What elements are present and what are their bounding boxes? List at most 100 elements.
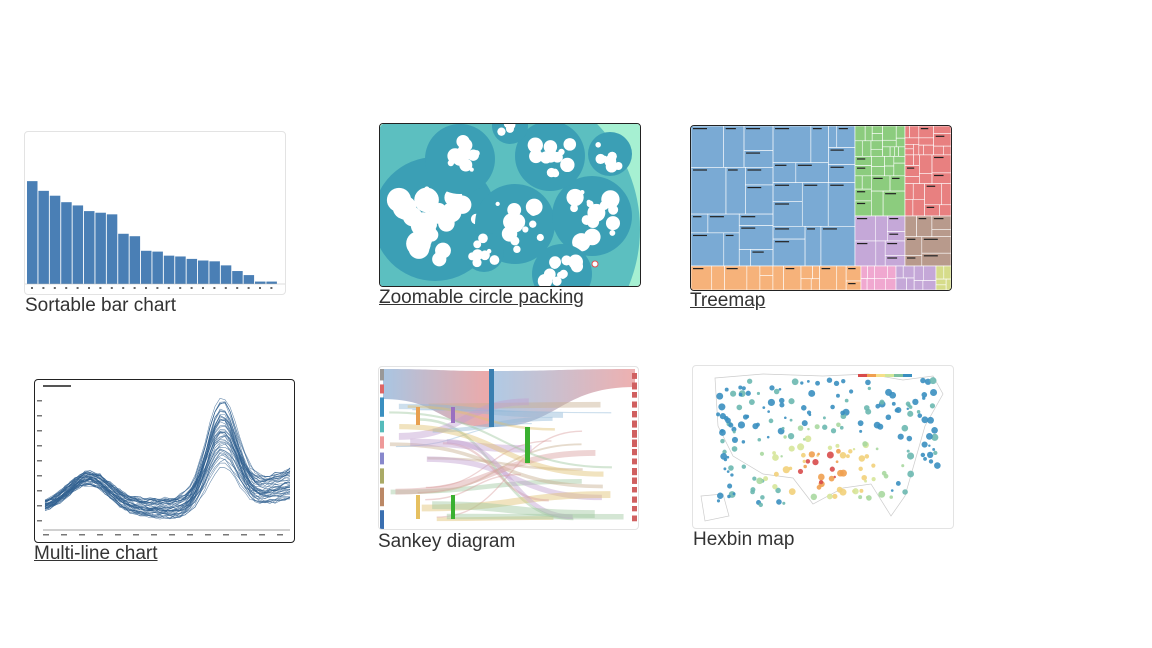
leaf-circle [432,252,447,267]
treemap-cell [875,240,886,267]
treemap-thumbnail[interactable] [690,125,952,291]
flow [383,369,489,427]
node [632,382,637,390]
treemap-cell [933,145,944,156]
leaf-circle [605,216,621,231]
gallery-item-link[interactable]: Zoomable circle packing [379,287,584,308]
cell-label [775,164,787,166]
treemap-cell [923,144,934,156]
hexbin [839,469,847,477]
sankey-diagram-thumbnail[interactable] [378,366,639,530]
leaf-circle [421,211,435,225]
hexbin [921,391,928,398]
zoomable-circle-packing-thumbnail[interactable] [379,123,641,287]
node [380,452,384,465]
hexbin [917,413,923,418]
treemap-cell [893,156,906,164]
flow [398,398,529,440]
node [451,407,455,423]
hexbin [772,483,778,490]
gallery-item-link[interactable]: Treemap [690,290,766,311]
treemap-cell [871,156,885,167]
cell-label [857,158,866,160]
hexbin [858,455,866,462]
treemap-cell [943,145,951,156]
leaf-circle [467,149,479,161]
hexbin [926,432,933,440]
hexbin [901,424,909,432]
hexbin [784,416,787,420]
treemap-cell [904,176,920,184]
cell-label [830,149,844,151]
node [632,515,637,522]
hexbin [741,386,746,391]
leaf-circle [414,187,439,213]
hexbin [835,443,840,448]
hexbin-map-thumbnail[interactable] [692,365,954,529]
hexbin [746,378,753,384]
hexbin [829,466,835,472]
cell-label [693,268,704,270]
treemap-cell [919,173,933,184]
multi-line-chart-thumbnail[interactable] [34,379,295,543]
hexbin [810,493,818,501]
bar [38,190,49,284]
treemap-cell [935,284,947,290]
treemap-cell [691,265,713,290]
hexbin [727,494,731,499]
hexbin [907,410,914,417]
hexbin [804,435,812,443]
hexbin [927,416,934,424]
hexbin [901,464,905,468]
node [632,411,637,418]
hexbin [737,421,746,429]
hexbin [748,399,755,406]
hexbin [788,398,795,405]
x-tick [31,287,33,289]
y-tick-label [37,445,42,447]
gallery-item-link[interactable]: Multi-line chart [34,543,158,564]
cell-label [885,193,897,195]
treemap-cell [904,165,920,177]
flow [389,411,612,469]
hexbin [723,457,728,462]
treemap-cell [854,175,863,190]
hexbin [836,422,841,428]
hexbin [867,386,872,391]
cell-label [747,186,762,189]
treemap-cell [746,265,761,290]
cell-label [933,218,944,220]
sortable-bar-chart-thumbnail[interactable] [24,131,286,295]
treemap-cell [919,154,933,174]
hexbin [841,378,846,384]
cell-label [907,167,915,169]
hexbin [762,406,766,409]
legend-swatch [876,374,885,377]
hexbin [928,459,934,464]
leaf-circle [497,127,506,136]
hexbin [780,455,783,458]
treemap-cell [738,213,774,226]
treemap-cell [812,265,820,280]
y-tick-label [37,460,42,462]
x-tick-label [133,534,139,536]
bar [84,211,95,284]
cell-label [752,251,764,253]
series-line [44,453,291,516]
treemap-cell [871,133,883,142]
treemap-cell [885,278,897,290]
hexbin [865,379,871,386]
bar [95,212,106,284]
leaf-circle [430,211,444,224]
y-tick-label [37,415,42,417]
hexbin [816,485,822,490]
cell-label [775,241,790,243]
bar [27,181,38,284]
hexbin [791,378,799,386]
hexbin [726,470,730,473]
treemap-cell [759,265,774,276]
hexbin [732,492,736,496]
hexbin [916,410,921,414]
node [632,506,637,512]
cell-label [726,268,738,270]
